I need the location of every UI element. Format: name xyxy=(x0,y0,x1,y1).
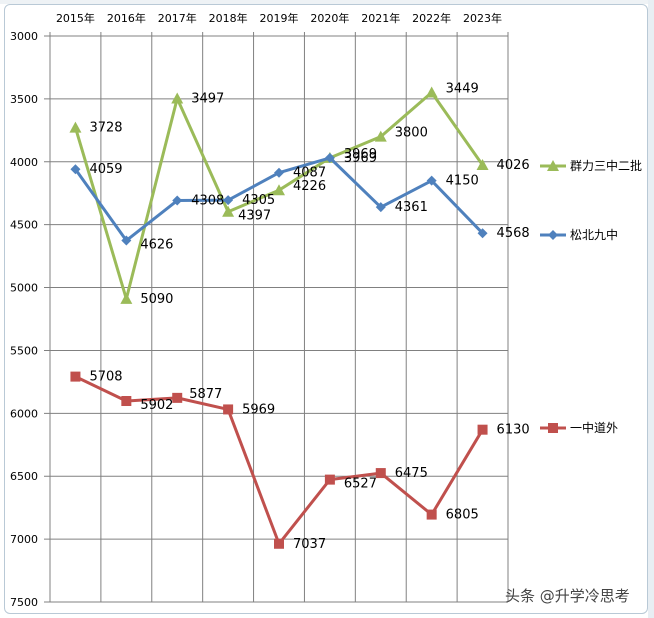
data-label: 3497 xyxy=(191,92,224,107)
diamond-marker xyxy=(70,164,81,175)
triangle-marker xyxy=(425,86,438,98)
y-tick-label: 3500 xyxy=(10,93,38,106)
chart-frame xyxy=(4,4,648,614)
y-tick-label: 7500 xyxy=(10,596,38,609)
series-line xyxy=(74,375,484,546)
data-label: 4626 xyxy=(140,238,173,253)
square-marker xyxy=(70,371,81,382)
data-label: 7037 xyxy=(293,537,326,552)
diamond-marker xyxy=(274,167,284,178)
triangle-marker xyxy=(120,292,133,304)
square-marker xyxy=(548,423,558,433)
series-1: 4059 4626 4308 4305 4087 3969 4361 4150 4568 xyxy=(70,151,530,253)
watermark: 头条 @升学冷思考 xyxy=(505,587,630,605)
data-label: 3969 xyxy=(344,151,377,166)
square-marker xyxy=(324,474,335,485)
data-series: 3728509034974397422639693800344940264059… xyxy=(69,81,530,552)
square-marker xyxy=(172,392,183,403)
data-label: 4087 xyxy=(293,166,326,181)
y-tick-label: 5000 xyxy=(10,282,38,295)
data-label: 6475 xyxy=(395,466,428,481)
series-line xyxy=(74,90,484,301)
y-tick-label: 3000 xyxy=(10,30,38,43)
data-label: 5969 xyxy=(242,402,275,417)
top-edge xyxy=(0,0,654,4)
right-edge xyxy=(648,0,654,618)
data-label: 5877 xyxy=(189,387,222,402)
y-axis-labels: 3000 3500 4000 4500 5000 5500 6000 6500 7000 7500 xyxy=(10,30,38,609)
legend-label: 松北九中 xyxy=(570,227,618,242)
square-marker xyxy=(426,509,437,520)
y-tick-label: 5500 xyxy=(10,344,38,357)
triangle-marker xyxy=(171,92,184,104)
data-label: 4226 xyxy=(293,179,326,194)
triangle-marker xyxy=(222,205,235,217)
gridlines xyxy=(44,32,509,603)
square-marker xyxy=(121,396,132,407)
data-label: 3449 xyxy=(446,81,479,96)
triangle-marker xyxy=(547,160,559,171)
data-label: 4397 xyxy=(238,209,271,224)
x-tick-label: 2019年 xyxy=(260,11,299,25)
data-label: 5708 xyxy=(89,370,122,385)
x-tick-label: 2016年 xyxy=(107,11,146,25)
x-tick-label: 2021年 xyxy=(361,11,400,25)
data-label: 3969 xyxy=(344,147,377,162)
series-0: 3728 5090 3497 4397 4226 3969 3800 3449 4026 xyxy=(69,81,530,307)
data-label: 3800 xyxy=(395,126,428,141)
data-label: 5090 xyxy=(140,292,173,307)
square-marker xyxy=(375,468,386,479)
x-tick-label: 2020年 xyxy=(310,11,349,25)
diamond-marker xyxy=(548,230,558,240)
y-tick-label: 6500 xyxy=(10,470,38,483)
data-label: 6805 xyxy=(446,508,479,523)
x-tick-label: 2015年 xyxy=(56,11,95,25)
diamond-marker xyxy=(375,202,386,213)
data-label: 3728 xyxy=(89,121,122,136)
x-tick-label: 2018年 xyxy=(209,11,248,25)
x-tick-label: 2023年 xyxy=(463,11,502,25)
x-axis-labels: 2015年 2016年 2017年 2018年 2019年 2020年 2021年 2022年… xyxy=(56,11,502,25)
legend-item: 一中道外 xyxy=(540,420,618,435)
data-label: 4305 xyxy=(242,193,275,208)
square-marker xyxy=(223,404,234,415)
legend-label: 一中道外 xyxy=(570,420,618,435)
legend-label: 群力三中二批 xyxy=(570,158,642,173)
square-marker xyxy=(274,538,284,549)
diamond-marker xyxy=(324,152,335,163)
legend-item: 群力三中二批 xyxy=(540,158,642,173)
data-label: 4150 xyxy=(446,174,479,189)
triangle-marker xyxy=(476,159,489,171)
data-label: 6130 xyxy=(497,423,530,438)
triangle-marker xyxy=(69,121,82,133)
triangle-marker xyxy=(273,184,285,196)
legend-item: 松北九中 xyxy=(540,227,618,242)
x-tick-label: 2022年 xyxy=(412,11,451,25)
data-label: 4026 xyxy=(497,158,530,173)
data-label: 4361 xyxy=(395,200,428,215)
x-tick-label: 2017年 xyxy=(158,11,197,25)
diamond-marker xyxy=(121,235,132,246)
y-tick-label: 4500 xyxy=(10,219,38,232)
diamond-marker xyxy=(426,175,437,186)
diamond-marker xyxy=(477,228,488,239)
y-tick-label: 4000 xyxy=(10,156,38,169)
square-marker xyxy=(477,424,488,435)
y-tick-label: 7000 xyxy=(10,533,38,546)
y-tick-label: 6000 xyxy=(10,407,38,420)
data-label: 4308 xyxy=(191,194,224,209)
series-2: 5708 5902 5877 5969 7037 6527 6475 6805 6130 xyxy=(70,370,530,552)
triangle-marker xyxy=(374,130,387,142)
data-label: 4059 xyxy=(89,162,122,177)
diamond-marker xyxy=(172,195,183,206)
diamond-marker xyxy=(223,195,234,206)
data-label: 4568 xyxy=(497,226,530,241)
data-label: 6527 xyxy=(344,477,377,492)
data-label: 5902 xyxy=(140,398,173,413)
